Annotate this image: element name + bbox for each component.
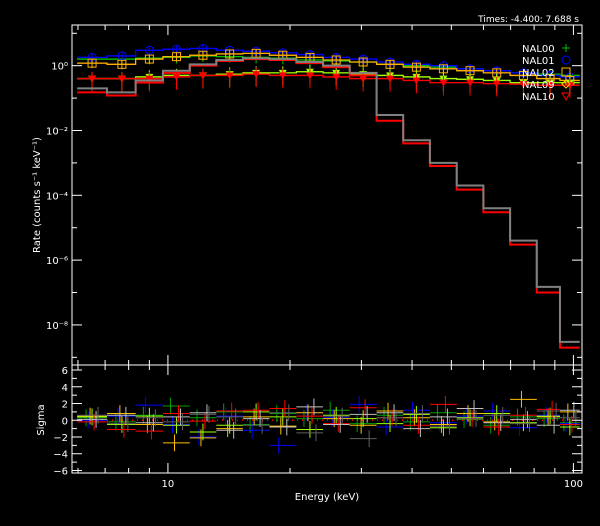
square-icon xyxy=(561,67,571,77)
residual-y-tick-label: −2 xyxy=(53,433,68,444)
x-axis-label: Energy (keV) xyxy=(295,492,360,503)
data-point-marker xyxy=(331,55,341,65)
data-point-marker xyxy=(565,82,574,90)
data-point-marker xyxy=(87,58,97,68)
residual-series-6 xyxy=(77,402,580,448)
residual-frame xyxy=(71,364,583,474)
residual-y-tick-label: −6 xyxy=(53,466,68,477)
data-point-marker xyxy=(386,75,395,83)
residual-y-tick-label: 0 xyxy=(62,416,68,427)
data-point-marker xyxy=(144,45,154,55)
data-point-marker xyxy=(144,54,154,64)
data-point-marker xyxy=(117,75,126,83)
time-range-label: Times: -4.400: 7.688 s xyxy=(477,15,579,25)
y-tick-label: 10⁻⁸ xyxy=(46,321,68,332)
model-step-line xyxy=(77,57,580,343)
spectrum-panel xyxy=(77,43,580,349)
y-tick-label: 10⁻⁴ xyxy=(46,191,68,202)
residual-axis-label: Sigma xyxy=(36,404,47,435)
legend-label-NAL02: NAL02 xyxy=(522,68,555,79)
series-model-6 xyxy=(77,57,580,343)
y-tick-label: 10⁻² xyxy=(46,126,68,137)
data-point-marker xyxy=(385,59,395,69)
data-point-marker xyxy=(359,75,368,83)
residual-y-tick-label: 2 xyxy=(62,400,68,411)
data-point-marker xyxy=(88,75,97,83)
y-tick-label: 10⁰ xyxy=(51,62,68,73)
circle-icon xyxy=(561,55,571,65)
residual-y-tick-label: 6 xyxy=(62,366,68,377)
data-point-marker xyxy=(225,72,234,80)
data-point-marker xyxy=(466,79,475,87)
data-point-marker xyxy=(117,59,127,69)
residual-series-1 xyxy=(77,395,580,454)
diamond-icon xyxy=(561,79,571,89)
residual-y-tick-label: −4 xyxy=(53,450,68,461)
data-point-marker xyxy=(145,75,154,83)
data-point-marker xyxy=(198,50,208,60)
x-tick-label: 10 xyxy=(162,479,175,490)
y-axis-label: Rate (counts s⁻¹ keV⁻¹) xyxy=(32,137,43,253)
residual-panel xyxy=(72,390,582,454)
residual-series-3 xyxy=(77,403,580,441)
y-tick-label: 10⁻⁶ xyxy=(46,256,68,267)
data-point-marker xyxy=(519,81,528,89)
data-point-marker xyxy=(225,49,235,59)
data-point-marker xyxy=(252,71,261,79)
data-point-marker xyxy=(278,72,287,80)
triangle-icon xyxy=(561,92,571,102)
data-point-marker xyxy=(439,79,448,87)
residual-y-tick-label: 4 xyxy=(62,383,68,394)
data-point-marker xyxy=(172,73,181,81)
legend-label-NAL09: NAL09 xyxy=(522,80,555,91)
data-point-marker xyxy=(332,73,341,81)
residual-series-4 xyxy=(77,395,580,440)
legend-label-NAL01: NAL01 xyxy=(522,56,555,67)
data-point-marker xyxy=(198,72,207,80)
data-point-marker xyxy=(172,52,182,62)
legend-label-NAL10: NAL10 xyxy=(522,92,555,103)
legend-label-NAL00: NAL00 xyxy=(522,44,555,55)
data-point-marker xyxy=(492,80,501,88)
data-point-marker xyxy=(412,77,421,85)
model-step-line xyxy=(77,58,580,349)
residual-series-5 xyxy=(77,398,580,439)
series-model-5 xyxy=(77,58,580,349)
data-point-marker xyxy=(546,82,555,90)
x-tick-label: 100 xyxy=(564,479,583,490)
data-point-marker xyxy=(358,57,368,67)
series-NAL02 xyxy=(77,48,580,86)
residual-series-2 xyxy=(77,390,580,452)
data-point-marker xyxy=(305,72,314,80)
